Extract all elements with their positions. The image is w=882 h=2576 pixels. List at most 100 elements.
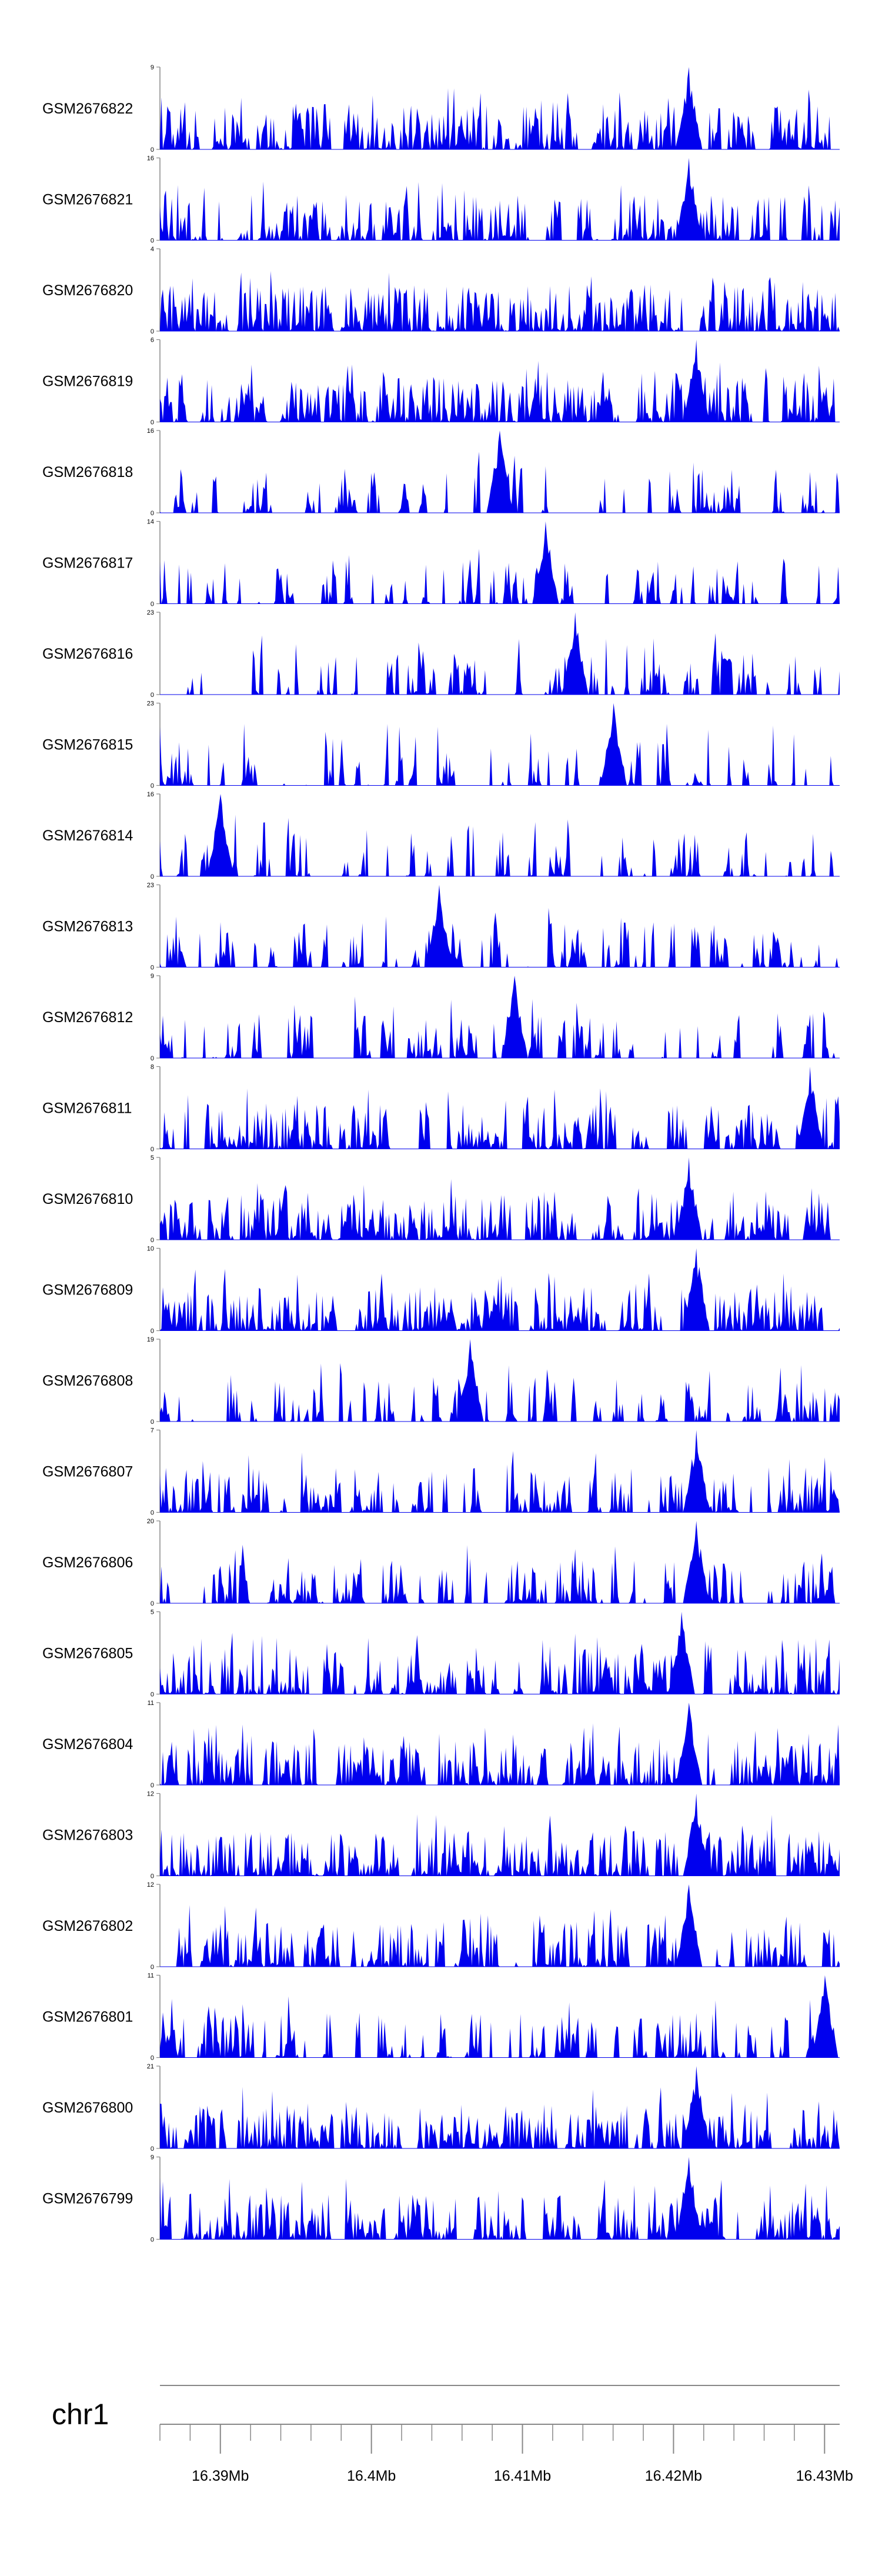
- y-tick-label-max: 11: [148, 1700, 154, 1707]
- coverage-area: [160, 2066, 840, 2148]
- coverage-area: [160, 271, 840, 331]
- y-tick-label-max: 23: [147, 700, 154, 708]
- y-tick-label-max: 11: [148, 1973, 154, 1980]
- coverage-area: [160, 521, 840, 604]
- track-label: GSM2676812: [42, 1009, 133, 1026]
- track-label: GSM2676809: [42, 1282, 133, 1299]
- y-tick-label-min: 0: [151, 1600, 154, 1607]
- track-label: GSM2676807: [42, 1464, 133, 1480]
- x-tick-label: 16.39Mb: [192, 2468, 249, 2484]
- y-tick-label-max: 4: [151, 246, 154, 253]
- track-label: GSM2676810: [42, 1191, 133, 1207]
- y-tick-label-min: 0: [151, 1237, 154, 1244]
- track-GSM2676819: GSM2676819 6 0: [42, 337, 840, 426]
- track-GSM2676816: GSM2676816 23 0: [42, 609, 840, 699]
- y-tick-label-min: 0: [151, 1510, 154, 1517]
- genome-axis: chr1 16.39Mb 16.4Mb 16.41Mb 16.42Mb 16.43Mb: [52, 2385, 853, 2484]
- y-tick-label-min: 0: [151, 692, 154, 699]
- track-GSM2676813: GSM2676813 23 0: [42, 882, 840, 972]
- track-GSM2676815: GSM2676815 23 0: [42, 700, 840, 790]
- coverage-area: [160, 976, 840, 1058]
- coverage-area: [160, 1611, 840, 1694]
- coverage-area: [160, 885, 840, 967]
- y-tick-label-min: 0: [151, 2055, 154, 2062]
- track-label: GSM2676822: [42, 101, 133, 117]
- y-tick-label-max: 21: [147, 2063, 154, 2070]
- y-tick-label-min: 0: [151, 1328, 154, 1335]
- y-tick-label-max: 14: [147, 519, 154, 526]
- y-tick-label-max: 12: [147, 1881, 154, 1888]
- track-GSM2676808: GSM2676808 19 0: [42, 1336, 840, 1426]
- y-tick-label-max: 5: [151, 1609, 154, 1616]
- coverage-area: [160, 339, 840, 422]
- track-GSM2676821: GSM2676821 16 0: [42, 155, 840, 245]
- y-tick-label-max: 16: [147, 428, 154, 435]
- y-tick-label-min: 0: [151, 601, 154, 608]
- track-label: GSM2676808: [42, 1373, 133, 1389]
- track-label: GSM2676801: [42, 2009, 133, 2026]
- track-label: GSM2676811: [42, 1100, 132, 1117]
- coverage-area: [160, 1975, 840, 2058]
- chromosome-label: chr1: [52, 2398, 109, 2431]
- y-tick-label-max: 10: [147, 1246, 154, 1253]
- track-label: GSM2676816: [42, 646, 133, 662]
- y-tick-label-min: 0: [151, 238, 154, 245]
- y-tick-label-max: 23: [147, 882, 154, 889]
- y-tick-label-max: 23: [147, 609, 154, 616]
- y-tick-label-min: 0: [151, 2145, 154, 2153]
- y-tick-label-min: 0: [151, 1782, 154, 1789]
- track-label: GSM2676819: [42, 373, 133, 390]
- track-GSM2676822: GSM2676822 9 0: [42, 64, 840, 154]
- track-label: GSM2676815: [42, 737, 133, 753]
- track-label: GSM2676806: [42, 1554, 133, 1571]
- y-tick-label-min: 0: [151, 510, 154, 517]
- coverage-area: [160, 1066, 840, 1149]
- track-GSM2676818: GSM2676818 16 0: [42, 428, 840, 517]
- y-tick-label-min: 0: [151, 1691, 154, 1699]
- y-tick-label-max: 12: [147, 1791, 154, 1798]
- y-tick-label-max: 19: [147, 1336, 154, 1343]
- track-label: GSM2676820: [42, 282, 133, 299]
- coverage-area: [160, 2157, 840, 2240]
- y-tick-label-min: 0: [151, 1055, 154, 1062]
- coverage-area: [160, 1339, 840, 1422]
- coverage-area: [160, 431, 840, 513]
- y-tick-label-min: 0: [151, 419, 154, 426]
- track-label: GSM2676814: [42, 827, 133, 844]
- y-tick-label-min: 0: [151, 965, 154, 972]
- x-tick-label: 16.4Mb: [347, 2468, 396, 2484]
- track-GSM2676799: GSM2676799 9 0: [42, 2154, 840, 2244]
- y-tick-label-min: 0: [151, 328, 154, 335]
- y-tick-label-max: 20: [147, 1518, 154, 1525]
- track-GSM2676806: GSM2676806 20 0: [42, 1518, 840, 1607]
- y-tick-label-max: 9: [151, 973, 154, 980]
- track-label: GSM2676803: [42, 1827, 133, 1844]
- track-GSM2676812: GSM2676812 9 0: [42, 973, 840, 1062]
- track-label: GSM2676805: [42, 1646, 133, 1662]
- coverage-area: [160, 67, 840, 149]
- coverage-area: [160, 1793, 840, 1876]
- track-GSM2676800: GSM2676800 21 0: [42, 2063, 840, 2153]
- y-tick-label-max: 6: [151, 337, 154, 344]
- y-tick-label-max: 9: [151, 64, 154, 71]
- track-label: GSM2676817: [42, 555, 133, 572]
- track-label: GSM2676813: [42, 919, 133, 935]
- y-tick-label-max: 9: [151, 2154, 154, 2161]
- y-tick-label-max: 16: [147, 791, 154, 798]
- track-label: GSM2676821: [42, 192, 133, 208]
- y-tick-label-min: 0: [151, 873, 154, 880]
- track-GSM2676817: GSM2676817 14 0: [42, 519, 840, 608]
- coverage-area: [160, 794, 840, 876]
- track-label: GSM2676799: [42, 2191, 133, 2207]
- y-tick-label-min: 0: [151, 783, 154, 790]
- coverage-area: [160, 612, 840, 695]
- y-tick-label-min: 0: [151, 1964, 154, 1971]
- coverage-area: [160, 703, 840, 786]
- y-tick-label-min: 0: [151, 1873, 154, 1880]
- coverage-area: [160, 1248, 840, 1331]
- y-tick-label-max: 7: [151, 1427, 154, 1434]
- x-tick-label: 16.41Mb: [494, 2468, 551, 2484]
- coverage-area: [160, 1521, 840, 1603]
- track-GSM2676814: GSM2676814 16 0: [42, 791, 840, 880]
